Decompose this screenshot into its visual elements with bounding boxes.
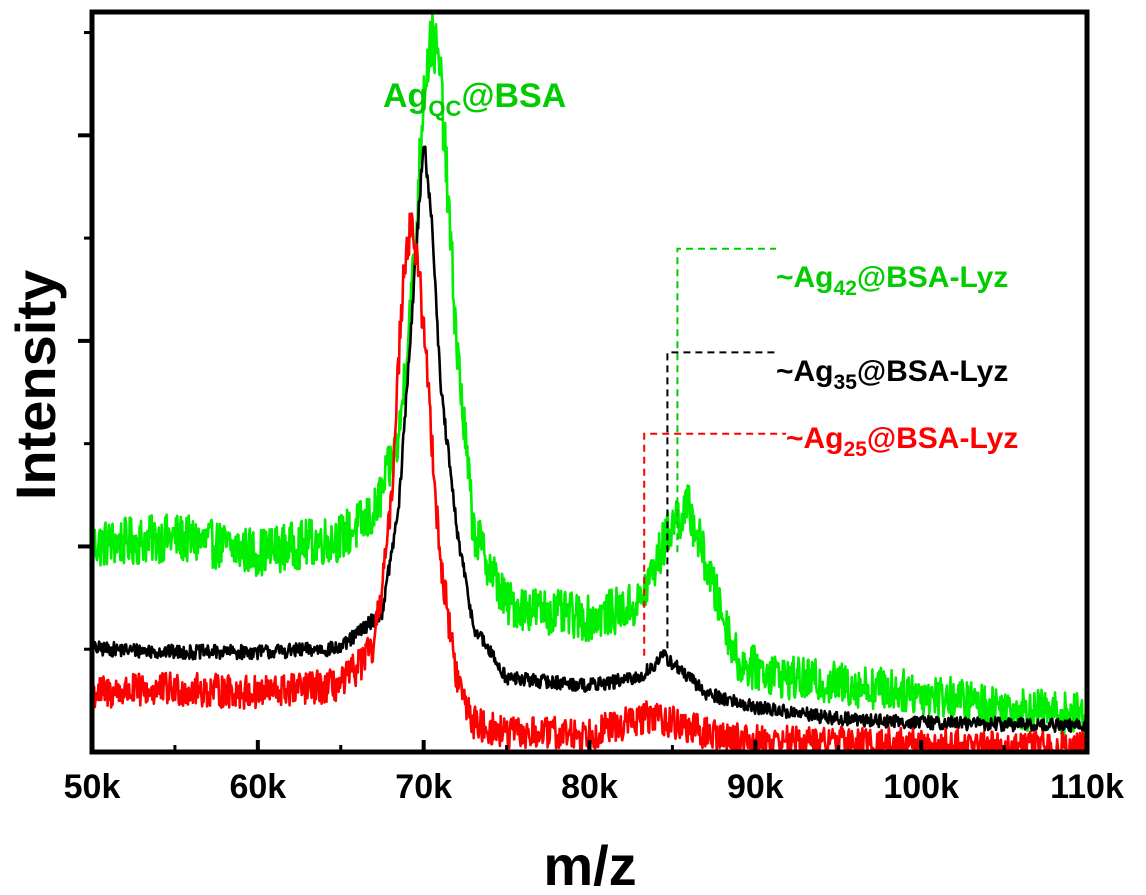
annotation-ag25-post: @BSA-Lyz [867,422,1018,455]
annotation-ag42-sub: 42 [834,277,857,300]
annotation-ag35-sub: 35 [834,371,858,394]
x-tick-label: 80k [561,768,618,806]
annotation-ag35-post: @BSA-Lyz [857,355,1008,388]
x-tick-label: 110k [1050,768,1124,806]
annotation-agqc-bsa: AgQC@BSA [383,77,566,121]
series-line-1 [90,145,1088,734]
series-line-2 [90,212,1089,754]
x-tick-label: 60k [229,768,286,806]
series-line-0 [90,10,1089,737]
annotation-ag25-sub: 25 [844,438,868,461]
annotation-ag42-main: ~Ag [776,261,834,294]
annotation-marker-3 [643,432,786,656]
annotation-agqc-bsa-sub: QC [428,96,461,121]
x-tick-label: 70k [395,768,452,806]
annotation-marker-1 [676,247,776,553]
series-layer [90,10,1089,754]
annotation-ag42-post: @BSA-Lyz [857,261,1008,294]
tick-label-layer: 50k 60k 70k 80k 90k 100k 110k [64,768,1124,806]
x-tick-label: 100k [883,768,959,806]
annotation-agqc-bsa-post: @BSA [461,77,566,115]
annotation-ag25-bsa-lyz: ~Ag25@BSA-Lyz [786,422,1018,461]
annotation-ag25-main: ~Ag [786,422,844,455]
annotation-marker-layer [643,247,786,656]
annotation-ag42-bsa-lyz: ~Ag42@BSA-Lyz [776,261,1008,300]
x-axis-title: m/z [543,834,636,895]
y-axis-title: Intensity [4,270,67,500]
tick-layer [78,31,1089,752]
annotation-marker-2 [666,351,776,649]
x-tick-label: 90k [727,768,784,806]
x-tick-label: 50k [64,768,121,806]
annotation-ag35-main: ~Ag [776,355,834,388]
annotation-agqc-bsa-main: Ag [383,77,428,115]
annotation-ag35-bsa-lyz: ~Ag35@BSA-Lyz [776,355,1008,394]
